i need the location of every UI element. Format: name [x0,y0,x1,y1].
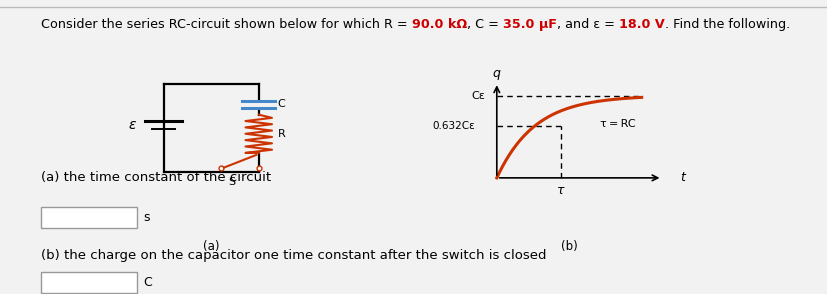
Text: t: t [680,171,685,184]
Text: C: C [278,99,285,109]
Text: 90.0 kΩ: 90.0 kΩ [412,19,466,31]
Bar [41,207,136,228]
Text: R: R [278,129,285,139]
Text: , C =: , C = [466,19,503,31]
Text: q: q [492,67,500,80]
Text: (b): (b) [560,240,577,253]
Text: . Find the following.: . Find the following. [664,19,789,31]
Text: Cε: Cε [471,91,485,101]
Text: 0.632Cε: 0.632Cε [432,121,475,131]
Bar [41,272,136,293]
Text: τ = RC: τ = RC [600,119,635,129]
Text: (a): (a) [203,240,219,253]
Text: Consider the series RC-circuit shown below for which R =: Consider the series RC-circuit shown bel… [41,19,412,31]
Text: (b) the charge on the capacitor one time constant after the switch is closed: (b) the charge on the capacitor one time… [41,249,547,262]
Text: s: s [143,211,150,224]
Text: C: C [143,276,152,289]
Text: 35.0 μF: 35.0 μF [503,19,557,31]
Text: (a) the time constant of the circuit: (a) the time constant of the circuit [41,171,271,184]
Text: ε: ε [128,118,136,132]
Text: , and ε =: , and ε = [557,19,619,31]
Text: S: S [227,177,235,187]
Text: 18.0 V: 18.0 V [619,19,664,31]
Text: τ: τ [556,184,564,197]
